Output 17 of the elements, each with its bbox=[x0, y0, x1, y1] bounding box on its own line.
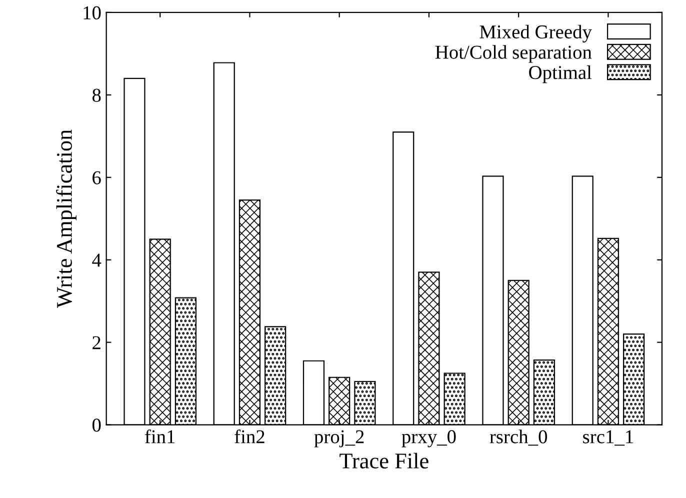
legend-label: Mixed Greedy bbox=[480, 24, 592, 43]
y-tick-label: 0 bbox=[92, 418, 101, 432]
legend-label: Hot/Cold separation bbox=[435, 45, 592, 63]
y-axis-title: Write Amplification bbox=[56, 130, 76, 308]
x-tick-label: rsrch_0 bbox=[490, 430, 548, 446]
x-axis-title: Trace File bbox=[340, 452, 428, 468]
legend-label: Optimal bbox=[529, 65, 592, 84]
x-tick-label: src1_1 bbox=[583, 430, 633, 446]
x-tick-label: prxy_0 bbox=[402, 430, 456, 448]
x-tick-label: proj_2 bbox=[314, 430, 364, 448]
y-tick-label: 10 bbox=[84, 6, 101, 20]
x-tick-label: fin2 bbox=[234, 429, 264, 444]
y-tick-label: 4 bbox=[92, 254, 102, 267]
y-tick-label: 2 bbox=[92, 336, 100, 350]
y-tick-label: 8 bbox=[92, 88, 101, 102]
y-tick-label: 6 bbox=[92, 171, 101, 184]
x-tick-label: fin1 bbox=[145, 429, 175, 444]
